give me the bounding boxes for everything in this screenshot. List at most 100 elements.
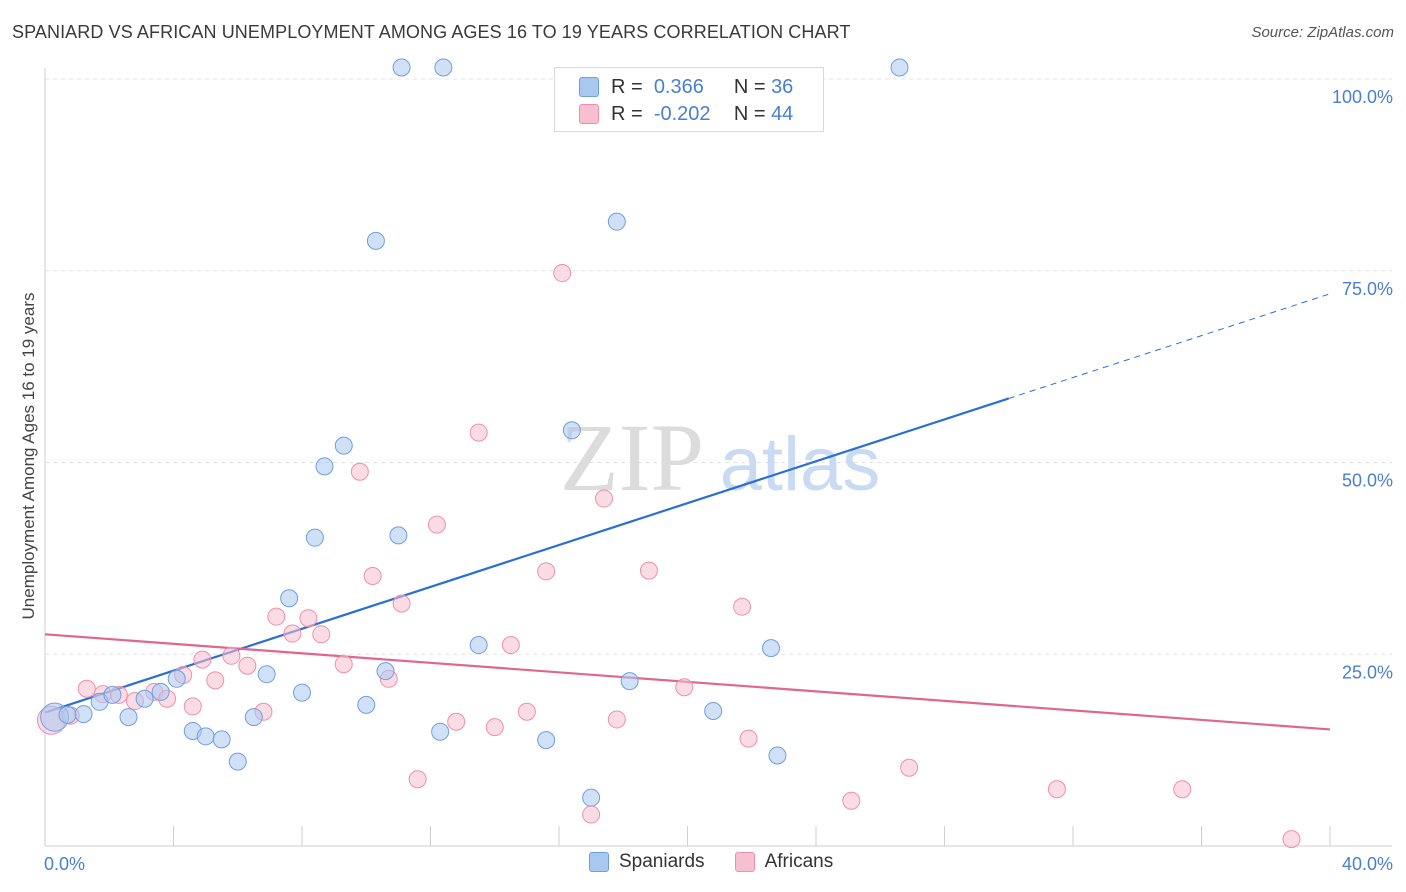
- legend-r-label: R =: [611, 102, 643, 125]
- y-tick-label: 75.0%: [1342, 279, 1393, 299]
- legend-n-value: 36: [771, 75, 794, 98]
- african-point: [582, 805, 601, 824]
- african-point: [193, 650, 212, 669]
- spaniard-point: [389, 526, 408, 545]
- african-point: [447, 712, 466, 731]
- spaniard-point: [537, 731, 556, 750]
- spaniard-point: [607, 212, 626, 231]
- spaniard-point: [135, 689, 154, 708]
- african-point: [283, 624, 302, 643]
- legend-row-spaniards: R = 0.366 N = 36: [579, 75, 793, 99]
- spaniard-point: [293, 683, 311, 702]
- spaniard-point: [58, 705, 77, 724]
- spaniard-point: [431, 722, 450, 741]
- spaniard-point: [228, 752, 247, 771]
- african-point: [363, 567, 382, 586]
- watermark-atlas: atlas: [720, 422, 881, 507]
- african-point: [842, 791, 861, 810]
- spaniard-point: [762, 639, 781, 658]
- african-point: [675, 678, 694, 697]
- african-point: [222, 646, 241, 665]
- african-point: [517, 702, 536, 721]
- african-point: [312, 625, 331, 644]
- grid-lines: [45, 78, 1392, 655]
- legend-item-spaniards[interactable]: Spaniards: [589, 851, 705, 873]
- legend-item-africans[interactable]: Africans: [734, 851, 834, 873]
- axes: [44, 68, 1392, 847]
- spaniard-point: [366, 231, 385, 250]
- african-point: [1282, 830, 1301, 849]
- legend-swatch-spaniards: [579, 77, 599, 97]
- x-tick-label: 40.0%: [1342, 854, 1393, 874]
- series-legend: Spaniards Africans: [589, 851, 863, 873]
- african-point: [1047, 780, 1066, 799]
- source-credit: Source: ZipAtlas.com: [1251, 24, 1394, 41]
- y-tick-label: 50.0%: [1342, 471, 1393, 491]
- african-point: [299, 609, 318, 628]
- african-point: [206, 671, 225, 690]
- spaniard-point: [244, 708, 263, 727]
- legend-r-value: -0.202: [653, 102, 711, 125]
- legend-swatch-africans: [734, 852, 755, 872]
- african-point: [238, 656, 257, 675]
- spaniard-point: [890, 58, 909, 77]
- watermark-zip: ZIP: [560, 404, 704, 511]
- african-point: [553, 264, 572, 283]
- african-point: [594, 489, 613, 508]
- spaniard-point: [74, 705, 93, 724]
- african-point: [267, 607, 286, 626]
- spaniard-point: [212, 730, 231, 749]
- trendline-extension-spaniards: [1008, 293, 1331, 399]
- african-point: [350, 462, 369, 481]
- spaniard-point: [562, 421, 581, 440]
- spaniard-point: [196, 727, 215, 746]
- legend-label-africans: Africans: [764, 851, 834, 872]
- chart-title: SPANIARD VS AFRICAN UNEMPLOYMENT AMONG A…: [12, 22, 851, 42]
- y-tick-label: 25.0%: [1342, 662, 1393, 682]
- legend-n-label: N =: [733, 102, 766, 125]
- spaniard-point: [103, 685, 122, 704]
- legend-swatch-spaniards: [589, 852, 609, 872]
- data-points: [36, 58, 1301, 849]
- african-point: [733, 597, 752, 616]
- african-point: [469, 423, 488, 442]
- spaniard-point: [469, 636, 488, 655]
- african-point: [427, 515, 446, 534]
- legend-r-value: 0.366: [653, 75, 704, 98]
- spaniard-point: [305, 528, 324, 547]
- spaniard-point: [315, 457, 334, 476]
- african-point: [639, 561, 658, 580]
- spaniard-point: [582, 788, 601, 807]
- african-point: [77, 679, 96, 698]
- african-point: [485, 718, 504, 737]
- legend-n-label: N =: [733, 75, 766, 98]
- x-tick-label: 0.0%: [44, 854, 85, 874]
- legend-n-value: 44: [771, 102, 794, 125]
- correlation-legend: R = 0.366 N = 36 R = -0.202 N = 44: [554, 67, 824, 132]
- watermark: ZIP atlas: [560, 404, 880, 511]
- african-point: [900, 758, 919, 777]
- african-point: [183, 697, 202, 716]
- african-point: [739, 729, 758, 748]
- trend-lines: [44, 293, 1331, 731]
- spaniard-point: [257, 665, 276, 684]
- spaniard-point: [357, 695, 376, 714]
- african-point: [392, 594, 411, 613]
- legend-swatch-africans: [579, 104, 599, 124]
- spaniard-point: [620, 672, 639, 691]
- spaniard-point: [704, 702, 723, 721]
- y-tick-label: 100.0%: [1332, 87, 1393, 107]
- african-point: [537, 562, 556, 581]
- spaniard-point: [167, 669, 186, 688]
- tick-labels: 25.0% 50.0% 75.0% 100.0% 0.0% 40.0%: [44, 87, 1393, 874]
- legend-label-spaniards: Spaniards: [619, 851, 705, 872]
- trendline-spaniards: [44, 397, 1010, 714]
- legend-r-label: R =: [611, 75, 643, 98]
- legend-row-africans: R = -0.202 N = 44: [579, 102, 793, 126]
- spaniard-point: [151, 682, 170, 701]
- spaniard-point: [768, 746, 787, 765]
- spaniard-point: [392, 58, 411, 77]
- african-point: [607, 710, 626, 729]
- african-point: [334, 655, 353, 674]
